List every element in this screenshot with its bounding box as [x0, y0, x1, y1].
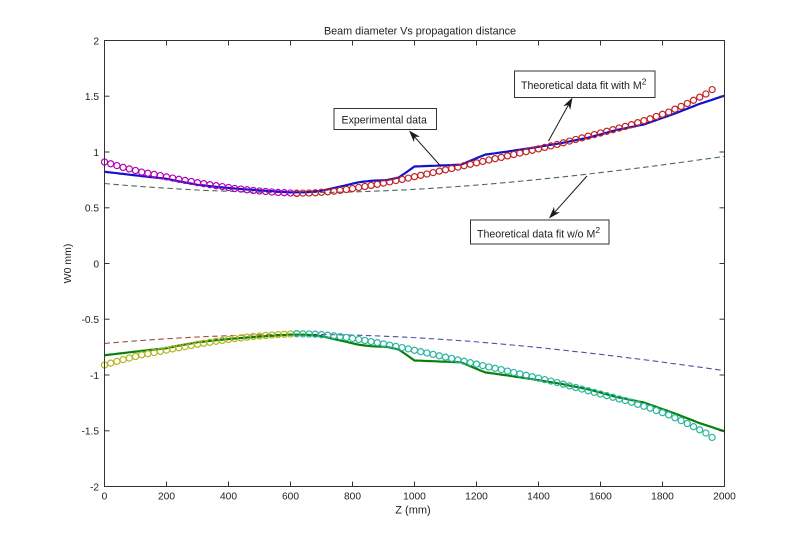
svg-text:400: 400 [220, 492, 237, 503]
svg-text:1200: 1200 [465, 492, 488, 503]
svg-text:1.5: 1.5 [85, 92, 99, 103]
svg-text:Z (mm): Z (mm) [395, 505, 430, 517]
svg-text:200: 200 [158, 492, 175, 503]
svg-text:1: 1 [93, 148, 99, 159]
svg-text:1000: 1000 [403, 492, 426, 503]
svg-text:800: 800 [344, 492, 361, 503]
svg-text:1800: 1800 [651, 492, 674, 503]
svg-text:0.5: 0.5 [85, 204, 99, 215]
svg-text:Experimental data: Experimental data [342, 115, 427, 127]
svg-text:W0 mm): W0 mm) [62, 244, 74, 284]
svg-text:Beam diameter Vs propagation d: Beam diameter Vs propagation distance [324, 26, 516, 38]
svg-text:2000: 2000 [713, 492, 736, 503]
svg-text:1400: 1400 [527, 492, 550, 503]
svg-text:0: 0 [102, 492, 108, 503]
svg-text:-0.5: -0.5 [81, 315, 99, 326]
svg-text:0: 0 [93, 259, 99, 270]
svg-text:Theoretical data fit w/o M2: Theoretical data fit w/o M2 [477, 225, 600, 241]
svg-text:-1.5: -1.5 [81, 427, 99, 438]
svg-text:1600: 1600 [589, 492, 612, 503]
svg-text:Theoretical data fit with M2: Theoretical data fit with M2 [521, 77, 647, 93]
svg-text:2: 2 [93, 36, 99, 47]
svg-text:600: 600 [282, 492, 299, 503]
svg-text:-1: -1 [90, 371, 99, 382]
svg-text:-2: -2 [90, 482, 99, 493]
